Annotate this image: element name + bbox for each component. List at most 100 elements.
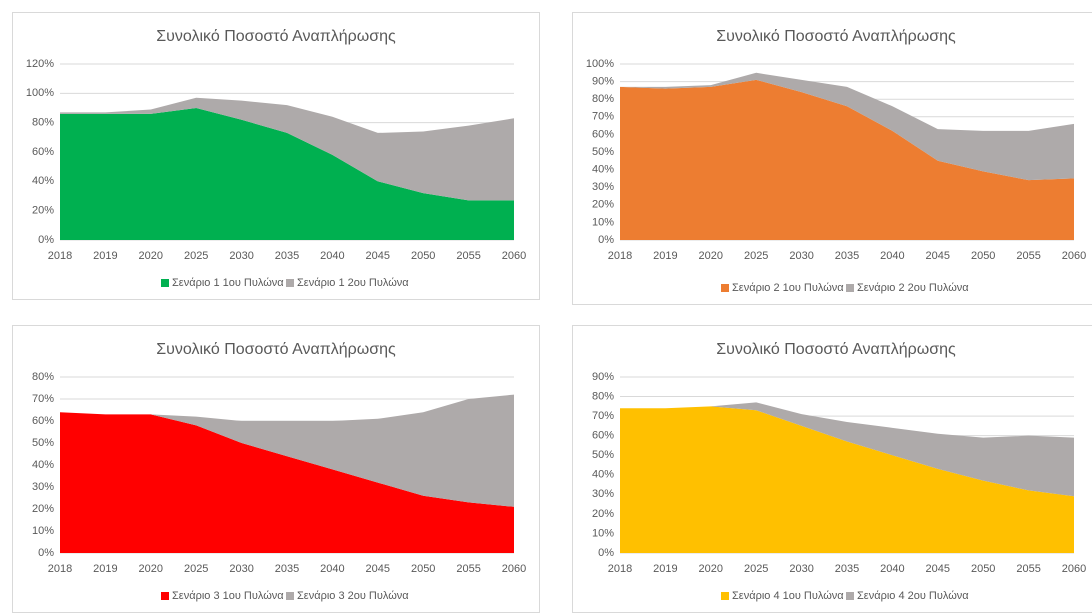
x-tick-label: 2020 bbox=[139, 563, 163, 575]
x-tick-label: 2045 bbox=[926, 250, 950, 262]
x-tick-label: 2040 bbox=[880, 250, 904, 262]
x-tick-label: 2020 bbox=[139, 250, 163, 262]
x-tick-label: 2020 bbox=[699, 563, 723, 575]
x-tick-label: 2030 bbox=[789, 563, 813, 575]
y-tick-label: 40% bbox=[32, 459, 54, 471]
area bbox=[60, 108, 514, 240]
legend-swatch bbox=[286, 592, 294, 600]
y-tick-label: 20% bbox=[32, 205, 54, 217]
legend-swatch bbox=[286, 279, 294, 287]
x-tick-label: 2035 bbox=[835, 563, 859, 575]
y-tick-label: 0% bbox=[38, 547, 54, 559]
area bbox=[620, 79, 1074, 240]
x-tick-label: 2060 bbox=[1062, 250, 1086, 262]
area bbox=[60, 412, 514, 553]
x-tick-label: 2055 bbox=[1016, 563, 1040, 575]
y-tick-label: 70% bbox=[592, 111, 614, 123]
legend-swatch bbox=[161, 279, 169, 287]
x-tick-label: 2018 bbox=[608, 250, 632, 262]
y-tick-label: 80% bbox=[32, 371, 54, 383]
y-tick-label: 0% bbox=[598, 234, 614, 246]
x-tick-label: 2030 bbox=[229, 563, 253, 575]
legend-label: Σενάριο 4 2ου Πυλώνα bbox=[857, 590, 969, 602]
y-tick-label: 0% bbox=[598, 547, 614, 559]
y-tick-label: 50% bbox=[592, 449, 614, 461]
y-tick-label: 100% bbox=[586, 58, 614, 70]
legend-swatch bbox=[161, 592, 169, 600]
y-tick-label: 100% bbox=[26, 87, 54, 99]
y-tick-label: 10% bbox=[32, 525, 54, 537]
x-tick-label: 2019 bbox=[653, 563, 677, 575]
y-tick-label: 60% bbox=[592, 128, 614, 140]
legend-label: Σενάριο 3 1ου Πυλώνα bbox=[172, 590, 284, 602]
x-tick-label: 2050 bbox=[411, 250, 435, 262]
y-tick-label: 40% bbox=[592, 164, 614, 176]
legend-label: Σενάριο 2 1ου Πυλώνα bbox=[732, 282, 844, 294]
legend-swatch bbox=[721, 592, 729, 600]
x-tick-label: 2045 bbox=[926, 563, 950, 575]
x-tick-label: 2045 bbox=[366, 563, 390, 575]
y-tick-label: 80% bbox=[592, 93, 614, 105]
chart-border bbox=[12, 12, 540, 300]
chart: Συνολικό Ποσοστό Αναπλήρωσης 0% 10% 20% 30% 4… bbox=[572, 325, 1092, 613]
legend-swatch bbox=[846, 592, 854, 600]
y-tick-label: 90% bbox=[592, 371, 614, 383]
legend-swatch bbox=[846, 284, 854, 292]
y-tick-label: 40% bbox=[32, 175, 54, 187]
x-tick-label: 2025 bbox=[744, 563, 768, 575]
chart: Συνολικό Ποσοστό Αναπλήρωσης 0% 20% 40% 60% 8… bbox=[12, 12, 540, 300]
x-tick-label: 2030 bbox=[229, 250, 253, 262]
area bbox=[60, 394, 514, 507]
y-tick-label: 20% bbox=[592, 199, 614, 211]
legend-label: Σενάριο 2 2ου Πυλώνα bbox=[857, 282, 969, 294]
y-tick-label: 80% bbox=[32, 117, 54, 129]
x-tick-label: 2035 bbox=[275, 250, 299, 262]
chart-title: Συνολικό Ποσοστό Αναπλήρωσης bbox=[156, 341, 396, 358]
y-tick-label: 90% bbox=[592, 76, 614, 88]
x-tick-label: 2025 bbox=[744, 250, 768, 262]
legend-label: Σενάριο 4 1ου Πυλώνα bbox=[732, 590, 844, 602]
y-tick-label: 60% bbox=[32, 415, 54, 427]
x-tick-label: 2050 bbox=[411, 563, 435, 575]
x-tick-label: 2035 bbox=[835, 250, 859, 262]
area bbox=[620, 402, 1074, 497]
x-tick-label: 2030 bbox=[789, 250, 813, 262]
y-tick-label: 60% bbox=[32, 146, 54, 158]
x-tick-label: 2035 bbox=[275, 563, 299, 575]
area bbox=[620, 72, 1074, 181]
legend-swatch bbox=[721, 284, 729, 292]
y-tick-label: 50% bbox=[32, 437, 54, 449]
x-tick-label: 2025 bbox=[184, 250, 208, 262]
y-tick-label: 10% bbox=[592, 527, 614, 539]
y-tick-label: 10% bbox=[592, 216, 614, 228]
chart: Συνολικό Ποσοστό Αναπλήρωσης 0% 10% 20% 30% 4… bbox=[572, 12, 1092, 305]
y-tick-label: 20% bbox=[592, 508, 614, 520]
chart-title: Συνολικό Ποσοστό Αναπλήρωσης bbox=[716, 28, 956, 45]
chart-border bbox=[572, 12, 1092, 305]
y-tick-label: 30% bbox=[592, 181, 614, 193]
y-tick-label: 70% bbox=[592, 410, 614, 422]
y-tick-label: 30% bbox=[592, 488, 614, 500]
x-tick-label: 2045 bbox=[366, 250, 390, 262]
area bbox=[620, 406, 1074, 553]
x-tick-label: 2055 bbox=[1016, 250, 1040, 262]
legend-label: Σενάριο 1 2ου Πυλώνα bbox=[297, 277, 409, 289]
chart-title: Συνολικό Ποσοστό Αναπλήρωσης bbox=[716, 341, 956, 358]
x-tick-label: 2018 bbox=[608, 563, 632, 575]
y-tick-label: 50% bbox=[592, 146, 614, 158]
x-tick-label: 2050 bbox=[971, 250, 995, 262]
chart: Συνολικό Ποσοστό Αναπλήρωσης 0% 10% 20% 30% 4… bbox=[12, 325, 540, 613]
x-tick-label: 2018 bbox=[48, 250, 72, 262]
y-tick-label: 0% bbox=[38, 234, 54, 246]
legend-label: Σενάριο 3 2ου Πυλώνα bbox=[297, 590, 409, 602]
x-tick-label: 2020 bbox=[699, 250, 723, 262]
y-tick-label: 60% bbox=[592, 430, 614, 442]
x-tick-label: 2060 bbox=[502, 250, 526, 262]
x-tick-label: 2060 bbox=[1062, 563, 1086, 575]
x-tick-label: 2060 bbox=[502, 563, 526, 575]
x-tick-label: 2055 bbox=[456, 563, 480, 575]
y-tick-label: 120% bbox=[26, 58, 54, 70]
y-tick-label: 80% bbox=[592, 390, 614, 402]
y-tick-label: 70% bbox=[32, 393, 54, 405]
